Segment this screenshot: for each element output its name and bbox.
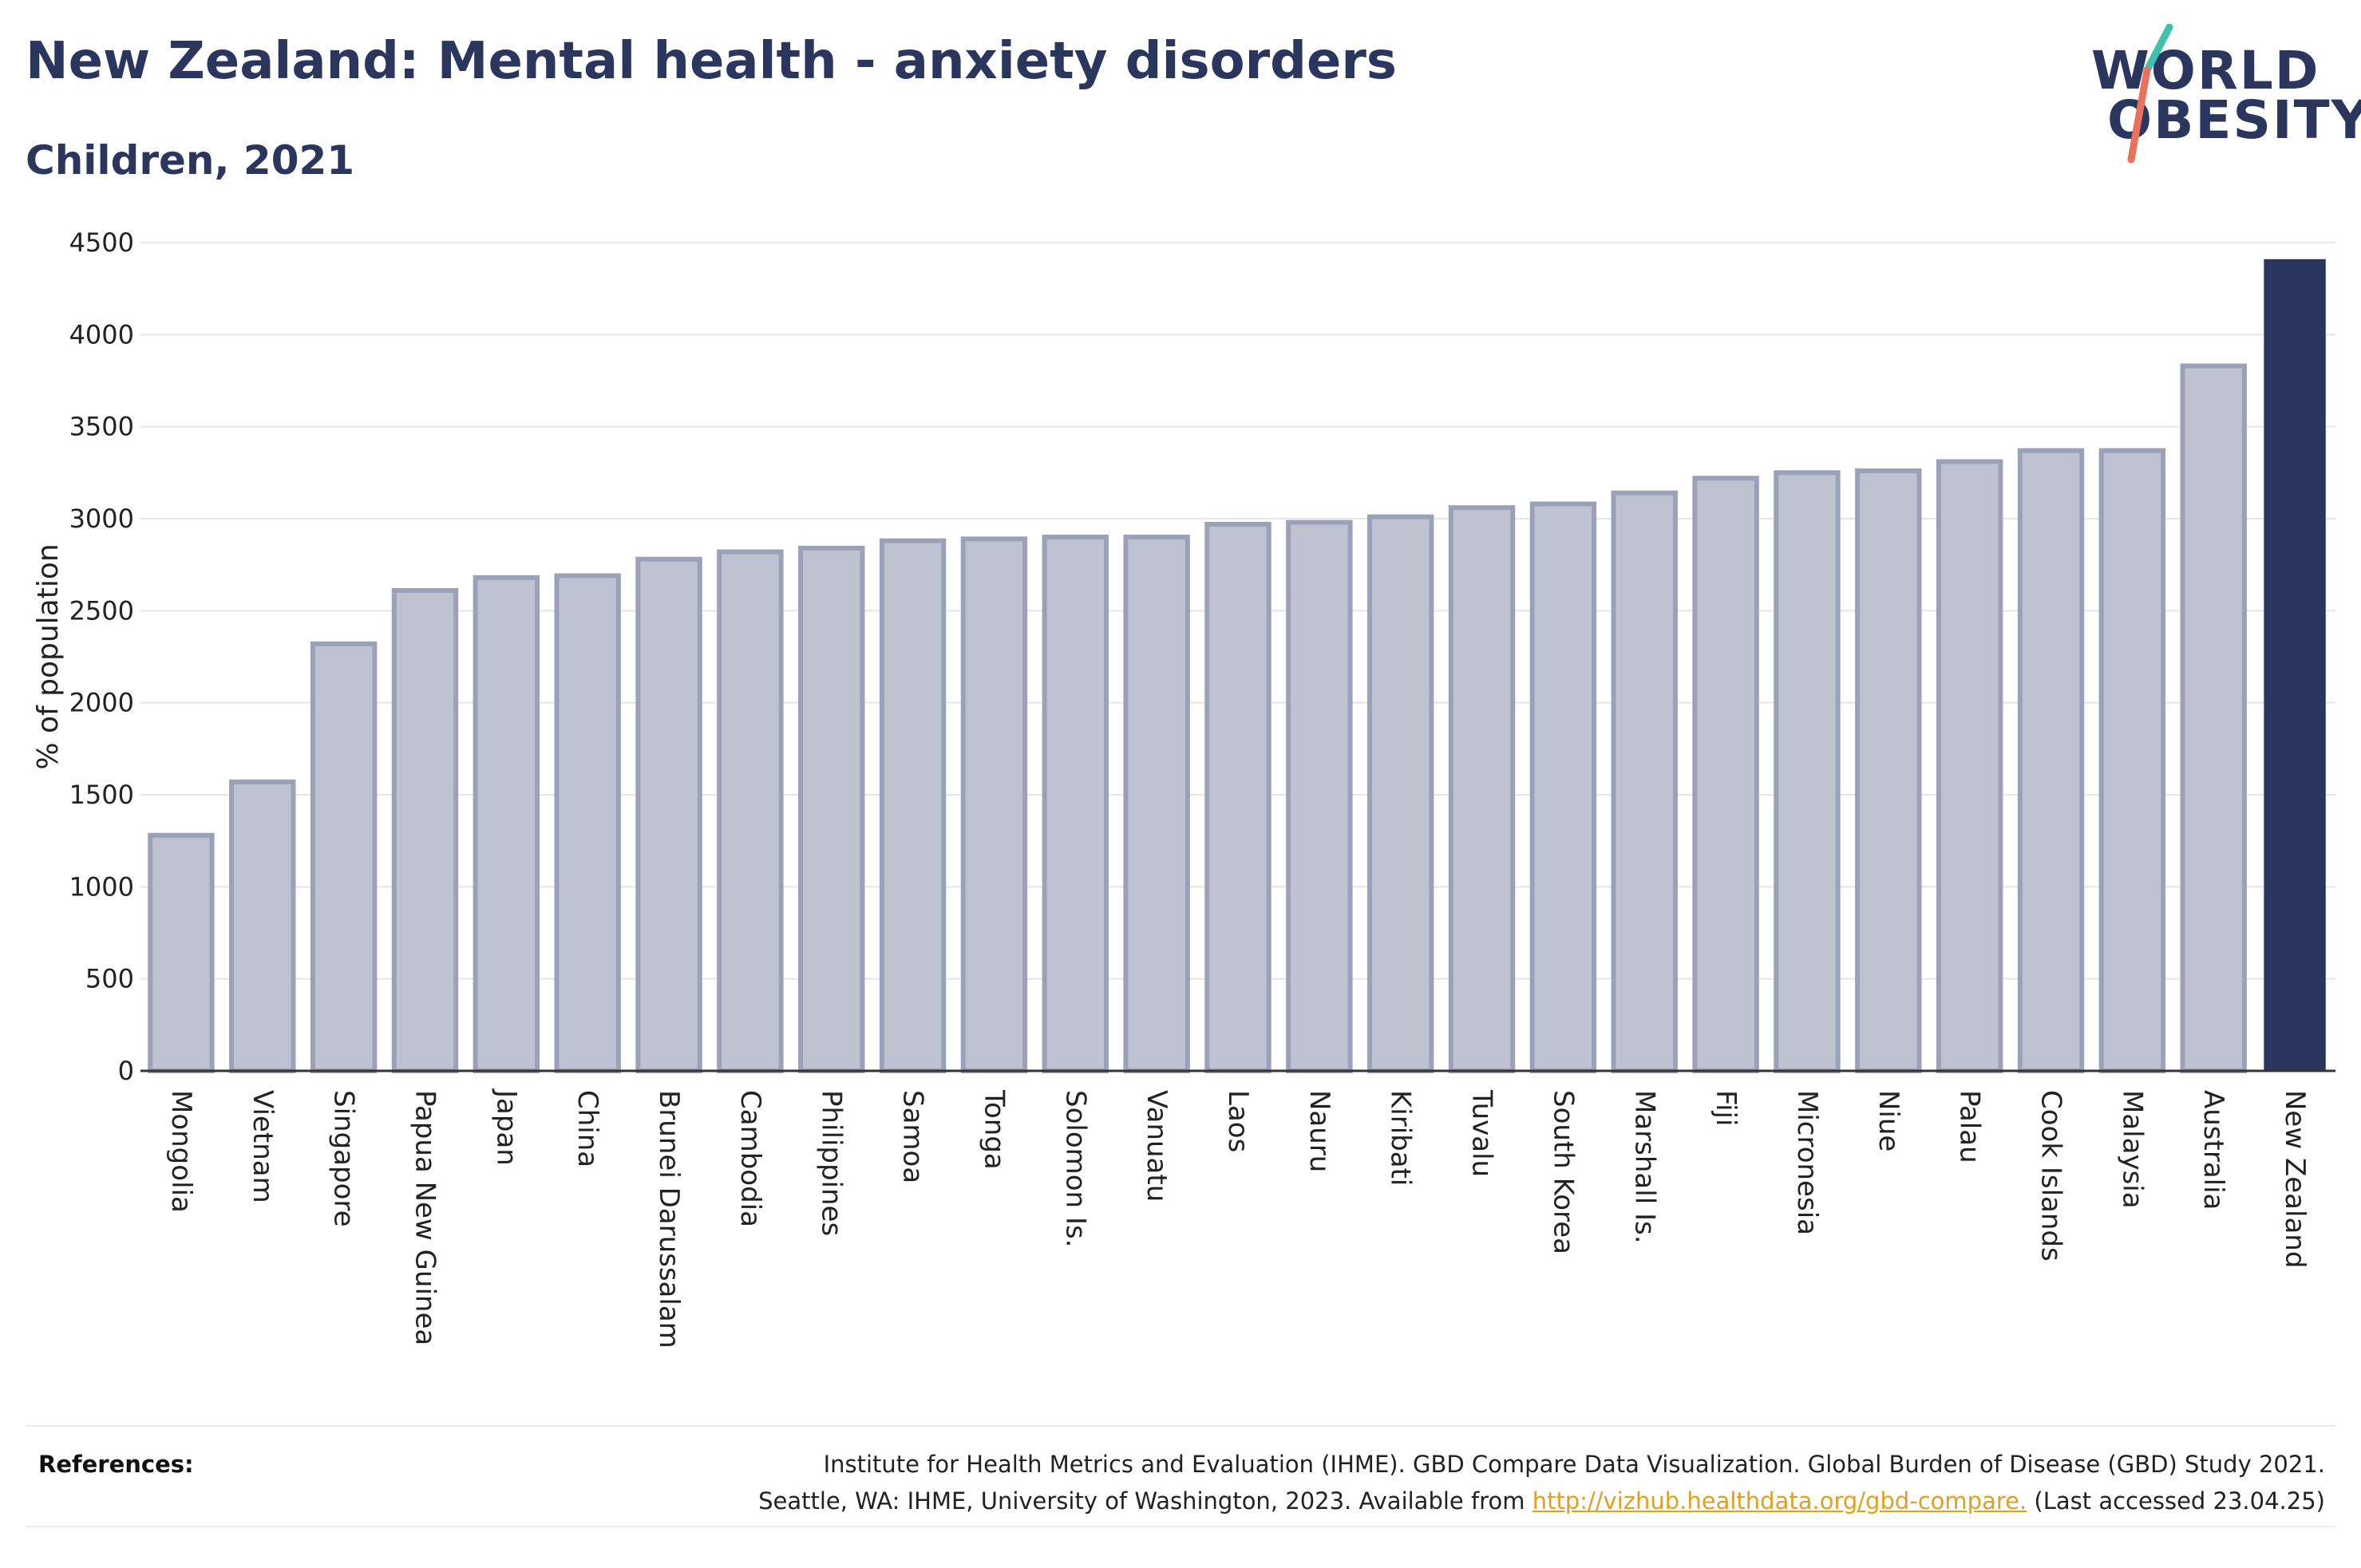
bar (391, 587, 459, 1073)
y-tick-label: 2500 (69, 595, 134, 626)
logo-line-1: WORLD (2091, 40, 2320, 101)
x-tick-label: Japan (490, 1088, 522, 1166)
references-text: Institute for Health Metrics and Evaluat… (569, 1446, 2325, 1519)
x-tick-label: Niue (1873, 1090, 1904, 1151)
y-axis-title: % of population (32, 543, 65, 769)
references-link[interactable]: http://vizhub.healthdata.org/gbd-compare… (1532, 1487, 2027, 1515)
x-tick-label: New Zealand (2279, 1090, 2311, 1268)
bar (1611, 490, 1678, 1073)
x-tick-label: Laos (1222, 1090, 1254, 1152)
y-tick-label: 3500 (69, 412, 134, 442)
references-line-1: Institute for Health Metrics and Evaluat… (823, 1451, 2325, 1478)
bar (879, 538, 947, 1073)
x-tick-label: China (571, 1090, 603, 1167)
bar (1936, 459, 2003, 1073)
bar (2017, 448, 2085, 1073)
bar (1692, 476, 1759, 1073)
bar (635, 556, 702, 1073)
x-tick-label: Solomon Is. (1059, 1090, 1091, 1247)
x-tick-label: Philippines (816, 1090, 848, 1236)
bar (1204, 521, 1271, 1073)
x-tick-label: South Korea (1547, 1090, 1579, 1254)
y-tick-label: 3000 (69, 504, 134, 534)
x-tick-label: Vanuatu (1141, 1090, 1173, 1202)
bar (1286, 519, 1353, 1073)
bar (1774, 470, 1841, 1073)
x-tick-label: Singapore (328, 1090, 360, 1227)
references-line-2-suffix: (Last accessed 23.04.25) (2027, 1487, 2325, 1515)
bar (2098, 448, 2166, 1073)
bar (717, 549, 784, 1073)
bar (1367, 514, 1434, 1073)
y-tick-label: 500 (85, 964, 134, 994)
x-tick-label: Brunei Darussalam (653, 1090, 685, 1349)
bar (2180, 363, 2247, 1073)
bar (798, 545, 865, 1073)
x-tick-label: Malaysia (2116, 1090, 2148, 1209)
x-tick-label: Nauru (1303, 1090, 1335, 1172)
x-tick-label: Cambodia (734, 1090, 766, 1227)
y-tick-label: 0 (118, 1056, 134, 1086)
bar (310, 641, 378, 1073)
x-tick-label: Mongolia (165, 1090, 197, 1213)
references-bottom-divider (26, 1526, 2335, 1527)
references-line-2: Seattle, WA: IHME, University of Washing… (569, 1483, 2325, 1519)
chart-title: New Zealand: Mental health - anxiety dis… (26, 32, 1397, 91)
bar (554, 573, 621, 1073)
world-obesity-logo: WORLD OBESITY (2075, 24, 2361, 168)
x-tick-label: Vietnam (247, 1090, 279, 1203)
x-tick-label: Tuvalu (1466, 1089, 1498, 1177)
logo-line-2: OBESITY (2107, 89, 2361, 151)
references-line-2-prefix: Seattle, WA: IHME, University of Washing… (758, 1487, 1532, 1515)
x-tick-label: Cook Islands (2035, 1090, 2067, 1262)
logo-slash-icon (2127, 24, 2173, 164)
bar (148, 832, 215, 1074)
references-top-divider (26, 1425, 2335, 1427)
x-tick-label: Australia (2197, 1090, 2229, 1210)
y-tick-label: 4000 (69, 319, 134, 350)
bar (1855, 468, 1922, 1073)
bar (1529, 501, 1597, 1073)
x-tick-label: Micronesia (1791, 1090, 1823, 1235)
bar (229, 779, 296, 1073)
references-label: References: (38, 1451, 194, 1478)
bar (1123, 535, 1190, 1073)
chart-subtitle: Children, 2021 (26, 137, 355, 184)
y-tick-label: 4500 (69, 227, 134, 258)
y-tick-label: 2000 (69, 688, 134, 718)
bar (1042, 535, 1109, 1073)
x-tick-label: Kiribati (1385, 1090, 1417, 1186)
x-tick-label: Samoa (897, 1090, 929, 1183)
x-tick-label: Marshall Is. (1628, 1090, 1660, 1244)
x-tick-label: Papua New Guinea (409, 1090, 441, 1345)
x-tick-label: Fiji (1710, 1090, 1742, 1126)
y-tick-label: 1000 (69, 871, 134, 902)
bar (473, 575, 540, 1073)
bar-chart: 0 500 1000 1500 2000 2500 3000 3500 4000 4500 % of… (32, 227, 2335, 1349)
bar (1448, 505, 1516, 1073)
y-tick-label: 1500 (69, 780, 134, 810)
bar (2264, 259, 2326, 1071)
bar (960, 536, 1028, 1073)
x-tick-label: Palau (1954, 1090, 1986, 1163)
x-tick-label: Tonga (978, 1089, 1010, 1170)
